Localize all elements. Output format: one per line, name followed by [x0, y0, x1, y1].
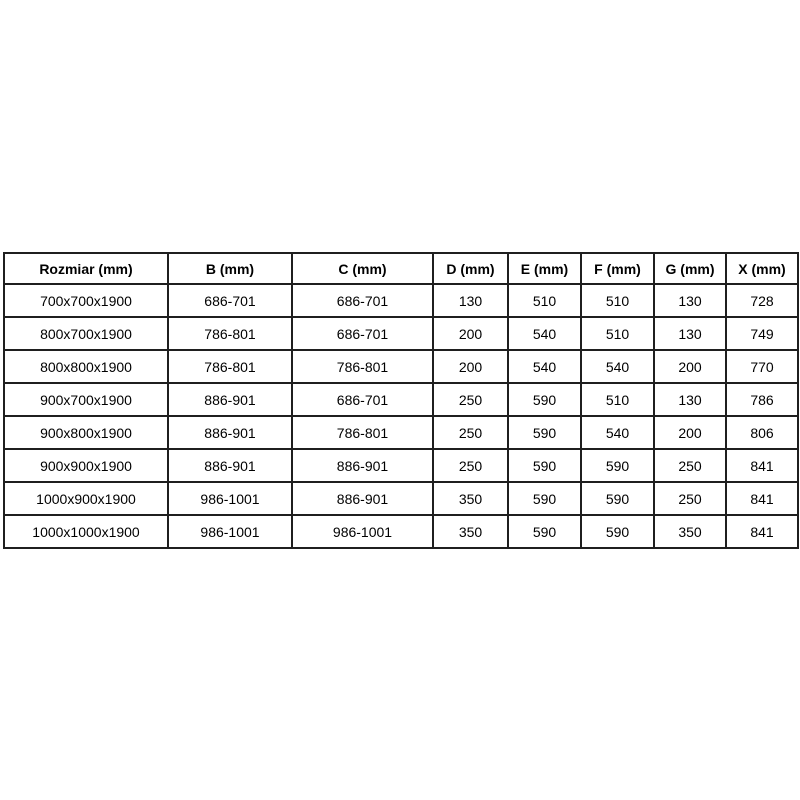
table-cell: 686-701	[291, 382, 434, 417]
table-cell: 786-801	[291, 415, 434, 450]
table-cell: 590	[507, 448, 582, 483]
table-cell: 986-1001	[167, 514, 293, 549]
table-cell: 686-701	[291, 316, 434, 351]
column-header-rozmiar: Rozmiar (mm)	[3, 252, 169, 285]
column-header-x: X (mm)	[725, 252, 799, 285]
table-cell: 350	[432, 514, 509, 549]
table-cell: 900x900x1900	[3, 448, 169, 483]
table-cell: 800x800x1900	[3, 349, 169, 384]
table-row: 900x700x1900 886-901 686-701 250 590 510 130 78…	[3, 382, 799, 417]
spec-table-body: 700x700x1900 686-701 686-701 130 510 510 130 72…	[3, 283, 799, 549]
table-cell: 770	[725, 349, 799, 384]
table-cell: 540	[580, 415, 655, 450]
table-cell: 250	[653, 481, 727, 516]
table-cell: 841	[725, 448, 799, 483]
table-cell: 986-1001	[167, 481, 293, 516]
table-cell: 510	[580, 283, 655, 318]
table-cell: 686-701	[167, 283, 293, 318]
table-row: 900x800x1900 886-901 786-801 250 590 540 200 80…	[3, 415, 799, 450]
column-header-d: D (mm)	[432, 252, 509, 285]
table-cell: 200	[432, 349, 509, 384]
column-header-c: C (mm)	[291, 252, 434, 285]
table-cell: 590	[580, 448, 655, 483]
column-header-f: F (mm)	[580, 252, 655, 285]
table-cell: 886-901	[167, 448, 293, 483]
table-cell: 841	[725, 514, 799, 549]
table-cell: 786-801	[167, 349, 293, 384]
table-cell: 250	[432, 415, 509, 450]
spec-table: Rozmiar (mm) B (mm) C (mm) D (mm) E (mm)…	[3, 252, 799, 549]
table-cell: 590	[507, 415, 582, 450]
table-cell: 250	[432, 382, 509, 417]
spec-table-header: Rozmiar (mm) B (mm) C (mm) D (mm) E (mm)…	[3, 252, 799, 285]
table-cell: 510	[580, 382, 655, 417]
table-cell: 986-1001	[291, 514, 434, 549]
table-cell: 130	[432, 283, 509, 318]
table-cell: 806	[725, 415, 799, 450]
table-cell: 800x700x1900	[3, 316, 169, 351]
table-row: 800x800x1900 786-801 786-801 200 540 540 200 77…	[3, 349, 799, 384]
table-cell: 1000x900x1900	[3, 481, 169, 516]
table-cell: 728	[725, 283, 799, 318]
column-header-g: G (mm)	[653, 252, 727, 285]
table-cell: 886-901	[291, 448, 434, 483]
table-cell: 590	[507, 382, 582, 417]
table-cell: 749	[725, 316, 799, 351]
table-cell: 841	[725, 481, 799, 516]
table-cell: 540	[507, 316, 582, 351]
table-cell: 540	[507, 349, 582, 384]
table-cell: 350	[653, 514, 727, 549]
column-header-b: B (mm)	[167, 252, 293, 285]
table-cell: 350	[432, 481, 509, 516]
table-row: 800x700x1900 786-801 686-701 200 540 510 130 74…	[3, 316, 799, 351]
table-cell: 900x800x1900	[3, 415, 169, 450]
table-cell: 590	[507, 514, 582, 549]
table-cell: 700x700x1900	[3, 283, 169, 318]
table-row: 1000x1000x1900 986-1001 986-1001 350 590 590 3…	[3, 514, 799, 549]
table-row: 900x900x1900 886-901 886-901 250 590 590 250 84…	[3, 448, 799, 483]
table-cell: 1000x1000x1900	[3, 514, 169, 549]
table-cell: 900x700x1900	[3, 382, 169, 417]
table-cell: 130	[653, 382, 727, 417]
table-cell: 510	[507, 283, 582, 318]
table-cell: 590	[580, 514, 655, 549]
table-cell: 590	[580, 481, 655, 516]
table-row: 1000x900x1900 986-1001 886-901 350 590 590 250…	[3, 481, 799, 516]
table-cell: 786-801	[291, 349, 434, 384]
table-cell: 200	[653, 349, 727, 384]
column-header-e: E (mm)	[507, 252, 582, 285]
table-cell: 590	[507, 481, 582, 516]
table-cell: 886-901	[167, 415, 293, 450]
table-cell: 130	[653, 283, 727, 318]
table-cell: 786	[725, 382, 799, 417]
table-cell: 200	[432, 316, 509, 351]
table-cell: 130	[653, 316, 727, 351]
table-cell: 886-901	[291, 481, 434, 516]
table-row: 700x700x1900 686-701 686-701 130 510 510 130 72…	[3, 283, 799, 318]
table-cell: 200	[653, 415, 727, 450]
table-cell: 540	[580, 349, 655, 384]
table-cell: 786-801	[167, 316, 293, 351]
table-cell: 250	[432, 448, 509, 483]
table-cell: 510	[580, 316, 655, 351]
header-row: Rozmiar (mm) B (mm) C (mm) D (mm) E (mm)…	[3, 252, 799, 285]
table-cell: 886-901	[167, 382, 293, 417]
table-cell: 686-701	[291, 283, 434, 318]
table-cell: 250	[653, 448, 727, 483]
